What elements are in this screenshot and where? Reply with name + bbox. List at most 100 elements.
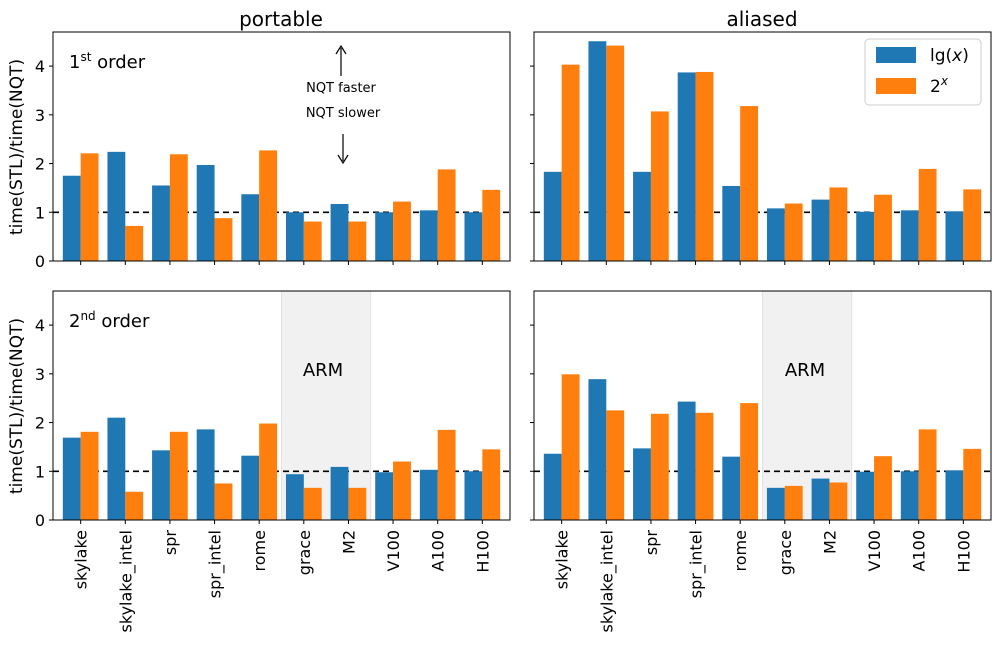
down-arrow-head [337, 154, 349, 165]
bar-aliased-1st-lgx-A100 [900, 210, 919, 261]
legend-label-2x: 2x [930, 74, 949, 97]
bar-portable-1st-lgx-V100 [375, 212, 394, 261]
y-tick-label: 0 [35, 511, 45, 530]
bar-aliased-2nd-lgx-V100 [856, 471, 875, 520]
x-tick-label-spr: spr [642, 530, 661, 555]
y-axis-label-top: time(STL)/time(NQT) [7, 59, 27, 235]
y-tick-label: 2 [35, 414, 45, 433]
bar-portable-2nd-2x-H100 [482, 449, 501, 520]
bar-aliased-2nd-2x-spr [650, 413, 669, 520]
bar-aliased-2nd-2x-A100 [918, 429, 937, 520]
bar-portable-1st-2x-V100 [393, 201, 411, 261]
bar-aliased-2nd-lgx-spr [633, 448, 651, 520]
bar-aliased-1st-lgx-rome [722, 185, 741, 261]
bar-aliased-2nd-lgx-H100 [945, 470, 964, 520]
bar-aliased-1st-2x-M2 [829, 187, 848, 261]
y-tick-label: 0 [35, 252, 45, 271]
bar-portable-2nd-2x-spr [169, 431, 188, 520]
bar-aliased-2nd-2x-H100 [963, 448, 982, 520]
bar-portable-1st-lgx-grace [285, 212, 304, 261]
bar-portable-1st-2x-H100 [482, 189, 501, 261]
bar-portable-1st-2x-M2 [348, 221, 367, 261]
x-tick-label-A100: A100 [429, 530, 448, 571]
y-tick-label: 1 [35, 203, 45, 222]
x-tick-label-rome: rome [250, 530, 269, 571]
arm-label-aliased: ARM [785, 360, 825, 381]
axes-frame-portable-2nd [52, 290, 511, 521]
bar-portable-1st-lgx-A100 [419, 210, 438, 261]
bar-portable-1st-2x-spr_intel [214, 218, 233, 261]
bar-aliased-1st-lgx-spr [633, 171, 651, 261]
bar-portable-2nd-2x-rome [259, 423, 278, 520]
bar-aliased-1st-lgx-skylake_intel [588, 41, 607, 261]
bar-aliased-2nd-2x-rome [740, 403, 759, 520]
bar-portable-2nd-lgx-spr_intel [196, 429, 215, 520]
x-tick-label-V100: V100 [865, 530, 884, 571]
bar-aliased-1st-lgx-H100 [945, 211, 964, 261]
row-label-1st-order: 1st order [69, 50, 146, 73]
bar-aliased-2nd-lgx-A100 [900, 471, 919, 520]
bar-portable-2nd-2x-skylake [80, 431, 99, 520]
legend-swatch-2x [876, 78, 916, 94]
bar-aliased-2nd-lgx-spr_intel [677, 401, 696, 520]
bar-aliased-1st-2x-skylake_intel [606, 45, 625, 262]
bar-aliased-1st-lgx-spr_intel [677, 72, 696, 261]
bar-portable-1st-lgx-rome [241, 194, 260, 261]
column-title-aliased: aliased [726, 7, 797, 31]
x-tick-label-skylake_intel: skylake_intel [116, 530, 136, 632]
y-axis-label-bottom: time(STL)/time(NQT) [7, 318, 27, 494]
bar-portable-2nd-2x-M2 [348, 487, 367, 520]
y-tick-label: 1 [35, 462, 45, 481]
bar-aliased-1st-lgx-skylake [543, 171, 562, 261]
bar-portable-2nd-2x-grace [303, 487, 322, 520]
bar-portable-1st-lgx-M2 [330, 203, 349, 261]
bar-portable-1st-lgx-skylake [62, 175, 81, 261]
x-tick-label-skylake: skylake [72, 530, 91, 589]
x-tick-label-V100: V100 [384, 530, 403, 571]
bar-aliased-1st-2x-spr_intel [695, 71, 714, 262]
bar-aliased-2nd-lgx-rome [722, 456, 741, 520]
bar-aliased-1st-2x-A100 [918, 168, 937, 261]
x-tick-label-rome: rome [731, 530, 750, 571]
arm-label-portable: ARM [303, 360, 343, 381]
bar-portable-2nd-lgx-rome [241, 455, 260, 520]
bar-portable-2nd-lgx-V100 [375, 472, 394, 520]
y-tick-label: 4 [35, 57, 45, 76]
bar-portable-2nd-2x-spr_intel [214, 483, 233, 520]
bar-portable-2nd-lgx-H100 [464, 471, 483, 520]
x-tick-label-spr: spr [161, 530, 180, 555]
x-tick-label-H100: H100 [473, 530, 492, 573]
annotation-nqt-slower: NQT slower [306, 106, 381, 121]
x-tick-label-grace: grace [295, 530, 314, 575]
bar-portable-2nd-lgx-grace [285, 474, 304, 520]
axes-frame-aliased-1st [533, 31, 992, 262]
x-tick-label-M2: M2 [820, 530, 839, 554]
bars [62, 41, 982, 520]
axes-frames [49, 31, 992, 524]
bar-aliased-1st-2x-grace [784, 203, 803, 261]
y-tick-label: 4 [35, 316, 45, 335]
x-tick-label-A100: A100 [910, 530, 929, 571]
axes-frame-portable-1st [52, 31, 511, 262]
bar-aliased-2nd-2x-skylake_intel [606, 410, 625, 520]
bar-portable-1st-lgx-spr [152, 185, 170, 261]
bar-portable-2nd-lgx-spr [152, 450, 170, 520]
y-tick-label: 3 [35, 365, 45, 384]
bar-portable-2nd-lgx-skylake_intel [107, 417, 126, 520]
bar-portable-2nd-lgx-A100 [419, 469, 438, 520]
bar-aliased-2nd-2x-M2 [829, 482, 848, 520]
bar-portable-2nd-lgx-M2 [330, 466, 349, 520]
column-title-portable: portable [239, 7, 323, 31]
bar-aliased-2nd-2x-skylake [561, 374, 580, 520]
x-tick-label-skylake_intel: skylake_intel [597, 530, 617, 632]
x-tick-label-spr_intel: spr_intel [687, 530, 707, 598]
bar-portable-2nd-2x-V100 [393, 461, 411, 520]
bar-portable-2nd-2x-A100 [437, 429, 456, 520]
bar-aliased-2nd-lgx-grace [766, 487, 785, 520]
y-tick-label: 2 [35, 155, 45, 174]
bar-aliased-1st-lgx-V100 [856, 211, 875, 261]
bar-aliased-2nd-lgx-M2 [811, 478, 830, 520]
bar-portable-1st-2x-spr [169, 154, 188, 261]
bar-aliased-1st-lgx-M2 [811, 199, 830, 261]
bar-portable-2nd-2x-skylake_intel [125, 491, 144, 520]
